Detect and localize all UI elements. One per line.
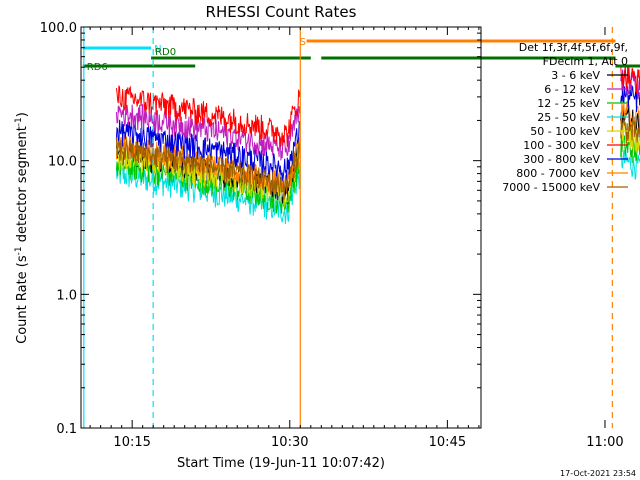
y-axis-label-end: )	[15, 112, 30, 117]
legend-entry-label: 3 - 6 keV	[551, 69, 600, 82]
y-axis-label-main: Count Rate (s	[15, 255, 30, 344]
state-bar-label: RD0	[155, 47, 176, 58]
x-tick-label: 11:00	[586, 435, 623, 450]
legend-entry-label: 50 - 100 keV	[530, 125, 600, 138]
plot-frame	[80, 26, 482, 429]
legend-entry-label: 25 - 50 keV	[537, 111, 600, 124]
y-tick-label: 100.0	[40, 21, 77, 36]
x-tick-label: 10:30	[271, 435, 308, 450]
y-tick-label: 10.0	[48, 155, 77, 170]
x-axis-label: Start Time (19-Jun-11 10:07:42)	[177, 456, 385, 471]
legend-entry-label: 7000 - 15000 keV	[502, 181, 600, 194]
event-lines	[83, 27, 613, 428]
state-bars: N S RD0 RD6	[82, 37, 640, 73]
y-tick-label: 0.1	[56, 422, 77, 437]
x-tick-label: 10:15	[113, 435, 150, 450]
trace-9-segment-a	[115, 137, 301, 200]
y-axis-label-mid: detector segment	[15, 126, 30, 246]
y-tick-label: 1.0	[56, 288, 77, 303]
chart-title: RHESSI Count Rates	[206, 3, 357, 21]
axis-ticks: 10:1510:3010:4511:0011:1511:3011:450.11.…	[40, 21, 624, 450]
state-bar-label: RD6	[87, 62, 108, 73]
state-bar-label: S	[300, 37, 306, 48]
legend-entry-label: 800 - 7000 keV	[516, 167, 600, 180]
legend-entry-label: 12 - 25 keV	[537, 97, 600, 110]
trace-6-segment-a	[115, 85, 301, 148]
trace-2-segment-a	[115, 102, 301, 161]
x-tick-label: 10:45	[429, 435, 466, 450]
legend-entry-label: 300 - 800 keV	[523, 153, 600, 166]
timestamp: 17-Oct-2021 23:54	[560, 469, 636, 478]
data-traces	[115, 64, 640, 225]
legend: Det 1f,3f,4f,5f,6f,9f, FDecim 1, Att 0 3…	[502, 41, 628, 194]
legend-entry-label: 100 - 300 keV	[523, 139, 600, 152]
y-axis-label: Count Rate (s-1 detector segment-1)	[14, 112, 30, 344]
legend-header-detectors: Det 1f,3f,4f,5f,6f,9f,	[519, 41, 628, 54]
y-axis-label-sup2: -1	[14, 117, 24, 126]
y-axis-label-sup1: -1	[14, 246, 24, 255]
state-bar-label: N	[154, 44, 161, 55]
legend-entry-label: 6 - 12 keV	[544, 83, 600, 96]
legend-header-decim: FDecim 1, Att 0	[543, 55, 628, 68]
trace-7-segment-a	[115, 119, 301, 182]
